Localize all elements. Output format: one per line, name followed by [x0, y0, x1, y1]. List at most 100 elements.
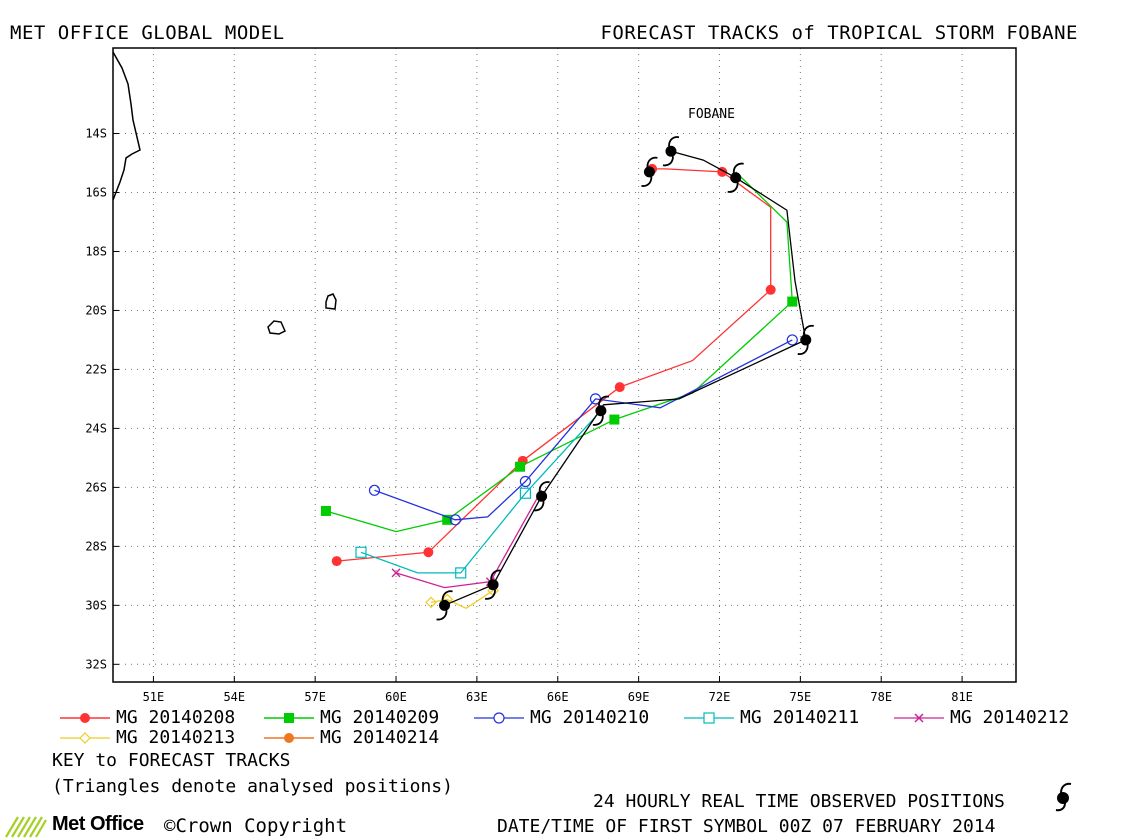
y-tick-label: 14S	[85, 127, 107, 141]
storm-symbol-arm	[732, 162, 744, 173]
track-marker	[455, 567, 467, 579]
track-marker	[391, 568, 401, 578]
storm-symbol-core	[439, 599, 451, 611]
storm-symbol-arm	[533, 501, 545, 512]
legend-symbol	[684, 712, 734, 724]
storm-symbol-arm	[592, 415, 604, 426]
observed-storm-symbol	[727, 162, 744, 193]
storm-symbol-arm	[802, 324, 814, 335]
observed-storm-symbol	[797, 324, 814, 356]
observed-positions-label: 24 HOURLY REAL TIME OBSERVED POSITIONS	[593, 791, 1005, 812]
track-marker	[425, 596, 437, 609]
storm-symbol-core	[800, 334, 812, 346]
x-tick-label: 54E	[223, 690, 245, 704]
first-symbol-date: DATE/TIME OF FIRST SYMBOL 00Z 07 FEBRUAR…	[497, 816, 996, 837]
brand-name: Met Office	[52, 813, 144, 835]
x-tick-label: 81E	[951, 690, 973, 704]
legend-symbol	[60, 713, 110, 723]
y-tick-label: 28S	[85, 539, 107, 553]
y-tick-label: 16S	[85, 185, 107, 199]
track-mg-20140213	[425, 584, 499, 610]
track-marker	[609, 414, 620, 425]
track-marker	[614, 382, 625, 393]
track-line	[430, 590, 494, 610]
map-grid	[113, 48, 1016, 682]
track-marker	[368, 484, 381, 496]
storm-symbol-core	[730, 172, 742, 184]
track-marker	[442, 514, 453, 525]
observed-track-line	[444, 150, 807, 606]
track-marker	[320, 505, 331, 516]
storm-label: FOBANE	[688, 107, 735, 122]
observed-storm-symbol	[641, 156, 658, 187]
x-tick-label: 51E	[143, 690, 165, 704]
y-tick-label: 22S	[85, 362, 107, 376]
key-title: KEY to FORECAST TRACKS	[52, 750, 291, 771]
storm-symbol-arm	[484, 589, 496, 600]
x-tick-label: 60E	[385, 690, 407, 704]
x-tick-label: 66E	[547, 690, 569, 704]
key-note: (Triangles denote analysed positions)	[52, 776, 453, 797]
legend-label: MG 20140208	[116, 707, 236, 728]
observed-storm-icon	[1055, 782, 1072, 812]
legend-label: MG 20140214	[320, 727, 440, 748]
observed-storm-symbol	[533, 481, 550, 512]
header-left-title: MET OFFICE GLOBAL MODEL	[10, 22, 285, 44]
storm-symbol-arm	[538, 481, 550, 492]
track-marker	[449, 514, 461, 526]
track-line	[325, 171, 793, 533]
storm-symbol-core	[665, 145, 677, 157]
copyright: ©Crown Copyright	[164, 815, 348, 837]
legend-label: MG 20140211	[740, 707, 860, 728]
track-marker	[519, 487, 532, 499]
legend-symbol	[264, 733, 314, 743]
x-tick-label: 72E	[709, 690, 731, 704]
coastline	[112, 51, 337, 335]
track-mg-20140211	[355, 413, 599, 579]
storm-symbol-arm	[797, 344, 809, 356]
observed-storm-symbol	[484, 569, 502, 600]
track-line	[360, 413, 599, 574]
legend-label: MG 20140212	[950, 707, 1070, 728]
track-marker	[519, 475, 532, 488]
legend-symbol	[264, 713, 314, 723]
track-line	[374, 339, 793, 521]
track-line	[336, 168, 772, 562]
y-tick-label: 26S	[85, 480, 107, 494]
legend-label: MG 20140210	[530, 707, 650, 728]
madagascar-coast	[112, 51, 141, 201]
x-tick-label: 57E	[304, 690, 326, 704]
track-marker	[515, 461, 526, 472]
storm-symbol-arm	[641, 176, 653, 187]
track-marker	[787, 296, 798, 307]
observed-storm-symbol	[592, 395, 610, 426]
observed-storm-symbol	[662, 136, 680, 167]
track-line	[395, 489, 543, 589]
observed-storm-symbol	[436, 590, 453, 621]
x-tick-label: 78E	[870, 690, 892, 704]
track-marker	[786, 334, 798, 346]
legend-label: MG 20140209	[320, 707, 440, 728]
storm-symbol-arm	[597, 395, 610, 406]
track-marker	[423, 547, 434, 558]
map-frame	[112, 47, 1017, 683]
y-tick-label: 24S	[85, 421, 107, 435]
legend-symbol	[60, 732, 110, 744]
storm-symbol-arm	[436, 610, 448, 621]
y-tick-label: 30S	[85, 598, 107, 612]
track-mg-20140208	[331, 163, 776, 567]
storm-symbol-arm	[662, 156, 674, 167]
storm-symbol-arm	[441, 590, 453, 601]
storm-symbol-arm	[646, 156, 658, 167]
y-tick-label: 20S	[85, 303, 107, 317]
track-marker	[355, 546, 367, 558]
island-mauritius	[325, 293, 337, 310]
y-tick-label: 18S	[85, 244, 107, 258]
x-tick-label: 75E	[790, 690, 812, 704]
storm-symbol-arm	[490, 569, 502, 580]
storm-symbol-core	[643, 166, 655, 178]
track-marker	[765, 284, 776, 295]
met-office-logo-icon	[5, 816, 47, 838]
track-marker	[331, 556, 342, 567]
y-tick-label: 32S	[85, 657, 107, 671]
